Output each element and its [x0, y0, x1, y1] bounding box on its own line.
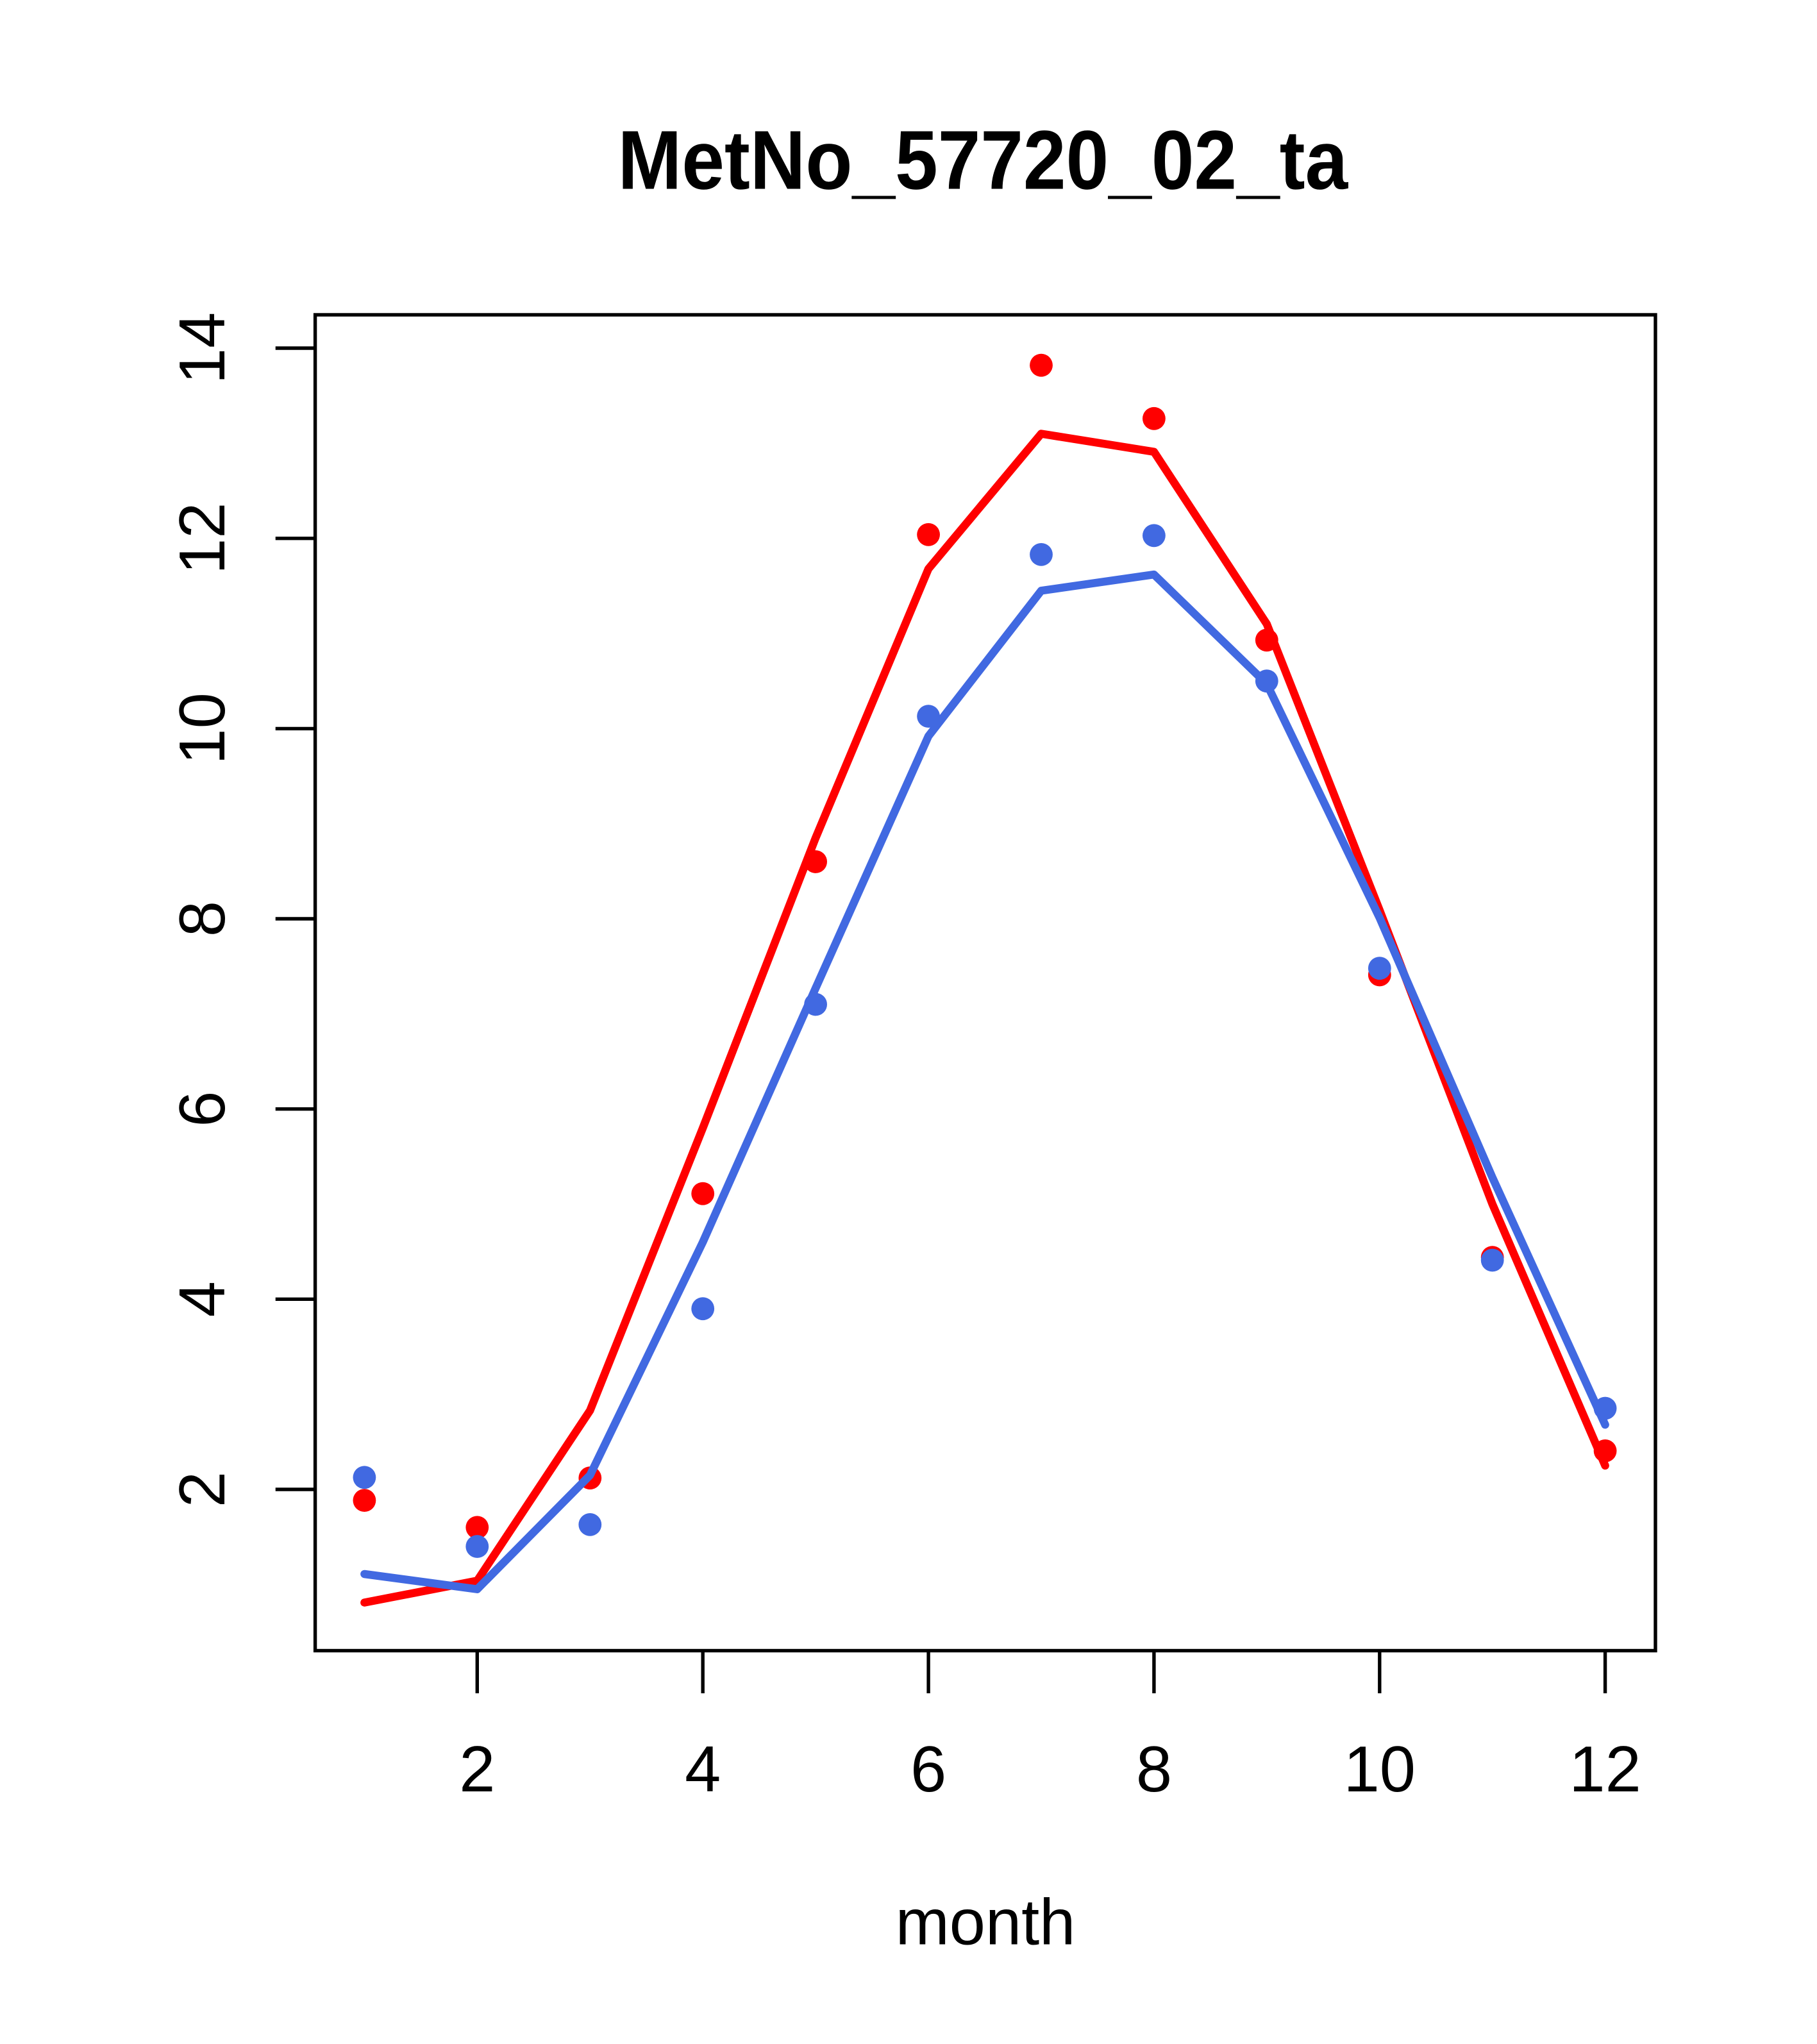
svg-text:6: 6: [167, 1091, 239, 1127]
svg-text:12: 12: [167, 503, 239, 574]
svg-text:month: month: [896, 1887, 1076, 1959]
svg-text:2: 2: [167, 1471, 239, 1507]
svg-text:14: 14: [167, 312, 239, 384]
svg-text:8: 8: [1136, 1734, 1172, 1805]
svg-text:4: 4: [167, 1281, 239, 1317]
svg-text:2: 2: [459, 1734, 495, 1805]
svg-text:4: 4: [685, 1734, 721, 1805]
svg-text:10: 10: [167, 692, 239, 764]
svg-text:10: 10: [1344, 1734, 1416, 1805]
svg-text:MetNo_57720_02_ta: MetNo_57720_02_ta: [618, 113, 1349, 207]
svg-text:6: 6: [910, 1734, 946, 1805]
svg-text:12: 12: [1569, 1734, 1641, 1805]
svg-text:8: 8: [167, 901, 239, 937]
